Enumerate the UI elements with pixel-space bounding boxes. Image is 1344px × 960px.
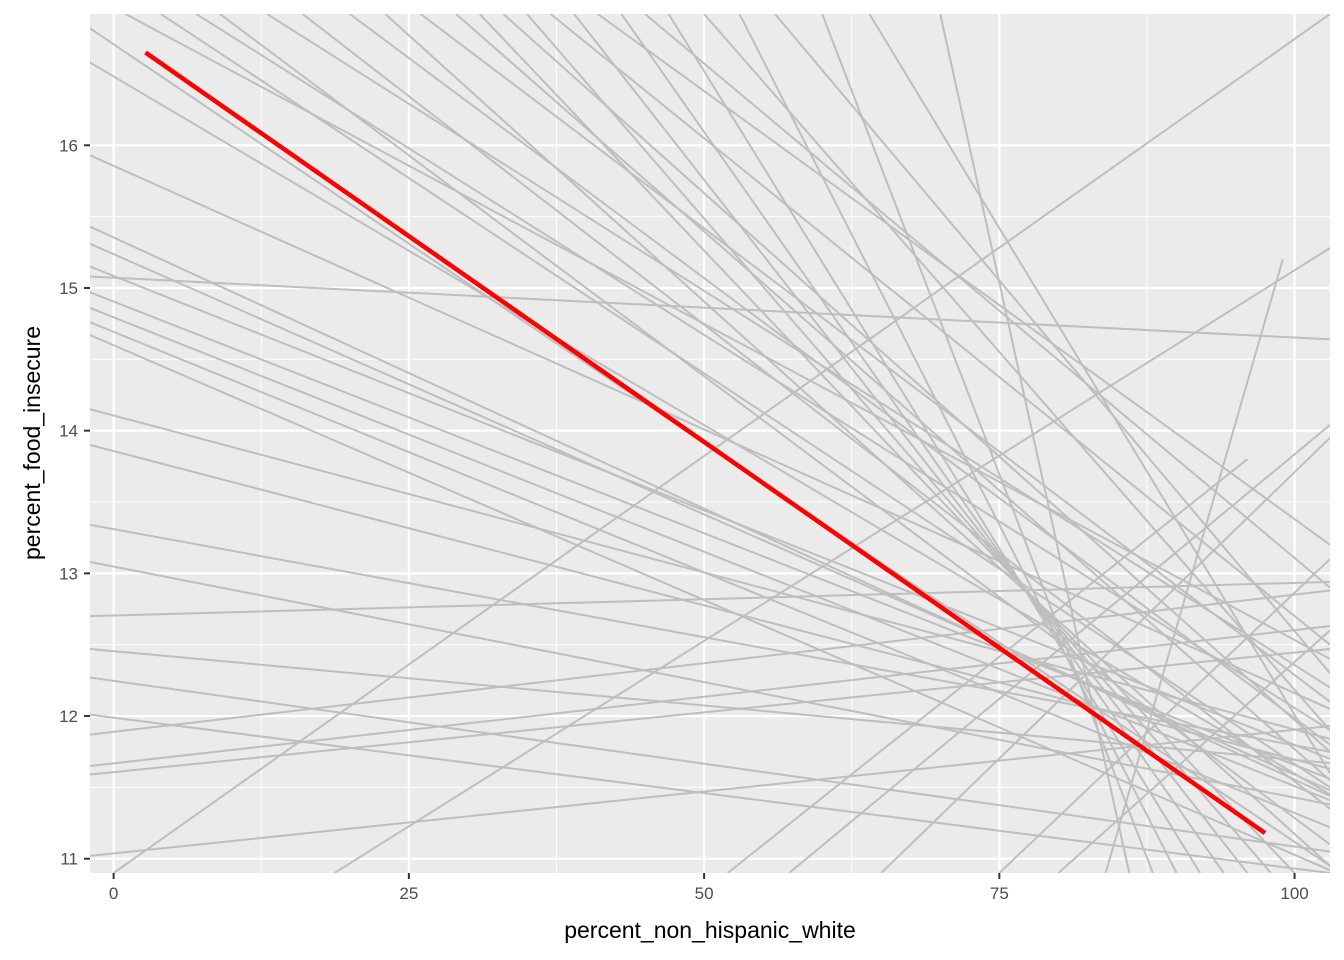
sample-line	[113, 14, 1330, 873]
y-tick-label: 13	[59, 564, 78, 583]
y-axis-title: percent_food_insecure	[19, 326, 45, 560]
x-axis: 0 25 50 75 100	[109, 873, 1309, 903]
sample-line	[90, 560, 1330, 806]
sample-line	[738, 14, 1178, 873]
y-axis: 11 12 13 14 15 16	[59, 136, 90, 869]
sample-line	[727, 458, 1248, 873]
sample-line	[301, 14, 1330, 810]
sample-line	[90, 265, 1330, 760]
x-axis-title: percent_non_hispanic_white	[564, 917, 856, 943]
sample-line	[788, 424, 1330, 873]
sample-line	[124, 14, 1330, 660]
minor-gridlines	[90, 14, 1330, 873]
sample-line	[90, 589, 1330, 736]
sample-line	[219, 14, 1330, 846]
sample-lines	[90, 14, 1330, 873]
sample-line	[90, 307, 1330, 802]
sample-line	[1057, 629, 1330, 873]
x-tick-label: 100	[1280, 884, 1308, 903]
sample-line	[90, 291, 1330, 780]
sample-line	[667, 14, 1201, 873]
sample-line	[573, 14, 1249, 873]
sample-line	[998, 558, 1330, 873]
sample-line	[90, 647, 1330, 765]
fit-line-group	[144, 50, 1267, 835]
sample-line	[1104, 259, 1284, 873]
sample-line	[349, 14, 1330, 746]
y-tick-label: 15	[59, 279, 78, 298]
sample-line	[90, 580, 1330, 618]
sample-line	[880, 437, 1330, 873]
y-tick-label: 12	[59, 707, 78, 726]
y-tick-label: 14	[59, 422, 78, 441]
x-tick-label: 0	[109, 884, 118, 903]
x-tick-label: 75	[990, 884, 1009, 903]
y-tick-label: 11	[60, 850, 78, 869]
sample-line	[90, 154, 1330, 710]
sample-line	[90, 242, 1330, 792]
fit-line	[144, 50, 1267, 835]
sample-line	[597, 14, 1330, 546]
sample-line	[90, 61, 1330, 796]
y-tick-label: 16	[59, 136, 78, 155]
sample-line	[774, 14, 1330, 674]
sample-line	[549, 14, 1330, 646]
sample-line	[420, 14, 1330, 703]
sample-line	[90, 676, 1330, 853]
sample-line	[90, 408, 1330, 740]
sample-line	[703, 14, 1330, 731]
sample-line	[620, 14, 1225, 873]
sample-line	[939, 14, 1131, 873]
sample-line	[502, 14, 1330, 753]
x-tick-label: 25	[399, 884, 418, 903]
x-tick-label: 50	[695, 884, 714, 903]
sample-line	[195, 14, 1330, 732]
sample-line	[333, 247, 1330, 873]
sample-line	[868, 14, 1330, 774]
sample-line	[384, 14, 1330, 867]
sample-line	[478, 14, 1296, 873]
sample-line	[90, 334, 1330, 872]
sample-line	[90, 647, 1330, 776]
